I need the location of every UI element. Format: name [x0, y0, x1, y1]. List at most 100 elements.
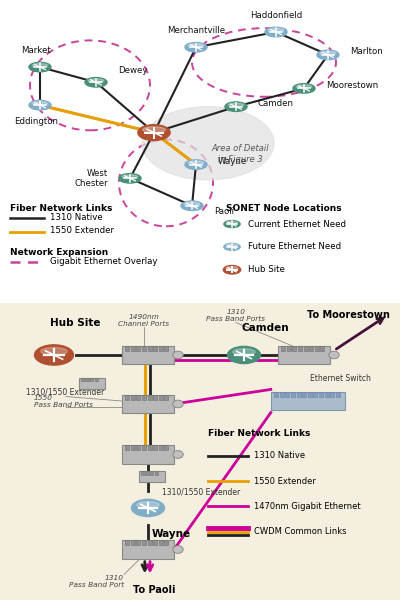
Bar [320, 346, 324, 350]
Ellipse shape [185, 160, 207, 169]
Ellipse shape [88, 79, 104, 82]
Bar [286, 392, 290, 397]
Ellipse shape [132, 499, 164, 517]
Bar [164, 541, 168, 545]
Bar [142, 346, 146, 350]
Bar [319, 392, 323, 397]
Text: Wayne: Wayne [218, 157, 247, 166]
Text: 1490nm
Channel Ports: 1490nm Channel Ports [118, 314, 170, 327]
Text: Future Ethernet Need: Future Ethernet Need [248, 242, 341, 251]
Bar [136, 395, 140, 400]
Text: Paoli: Paoli [214, 208, 234, 217]
Bar [297, 392, 301, 397]
Text: Eddington: Eddington [14, 118, 58, 127]
Text: 1310
Pass Band Ports: 1310 Pass Band Ports [206, 310, 266, 322]
Bar [125, 346, 129, 350]
Ellipse shape [119, 173, 141, 183]
Ellipse shape [296, 85, 312, 88]
Bar [308, 392, 312, 397]
Ellipse shape [29, 62, 51, 72]
Text: 1310/1550 Extender: 1310/1550 Extender [26, 388, 104, 397]
Ellipse shape [188, 161, 204, 164]
Bar [159, 445, 163, 450]
Bar [148, 346, 152, 350]
Text: Haddonfield: Haddonfield [250, 11, 302, 20]
Bar [148, 445, 152, 450]
Bar [125, 541, 129, 545]
Text: Current Ethernet Need: Current Ethernet Need [248, 220, 346, 229]
Bar [291, 392, 295, 397]
Ellipse shape [225, 102, 247, 112]
Text: Hub Site: Hub Site [50, 318, 100, 328]
Bar [298, 346, 302, 350]
Bar [142, 395, 146, 400]
Ellipse shape [184, 202, 200, 206]
Ellipse shape [138, 125, 170, 140]
Bar [153, 541, 157, 545]
Bar [142, 471, 145, 475]
Ellipse shape [41, 347, 67, 355]
Bar [146, 471, 149, 475]
Text: Ethernet Switch: Ethernet Switch [310, 374, 371, 383]
Ellipse shape [265, 27, 287, 37]
Bar [142, 445, 146, 450]
Text: West
Chester: West Chester [74, 169, 108, 188]
Ellipse shape [32, 64, 48, 67]
Circle shape [173, 400, 183, 408]
Ellipse shape [137, 502, 159, 508]
Text: To Moorestown: To Moorestown [307, 310, 390, 320]
Text: 1310/1550 Extender: 1310/1550 Extender [162, 487, 240, 496]
Text: Fiber Network Links: Fiber Network Links [208, 429, 310, 438]
Bar [292, 346, 296, 350]
Ellipse shape [34, 345, 74, 365]
Ellipse shape [224, 221, 240, 227]
Ellipse shape [185, 43, 207, 52]
Text: 1310 Native: 1310 Native [50, 212, 103, 221]
Bar [142, 541, 146, 545]
Text: Wayne: Wayne [152, 529, 191, 539]
Text: Hub Site: Hub Site [248, 265, 285, 274]
Bar [131, 395, 135, 400]
Bar [153, 346, 157, 350]
FancyBboxPatch shape [271, 392, 345, 410]
Text: 1310
Pass Band Port: 1310 Pass Band Port [69, 575, 124, 588]
Bar [131, 445, 135, 450]
Bar [336, 392, 340, 397]
Ellipse shape [268, 28, 284, 32]
Text: Fiber Network Links: Fiber Network Links [10, 204, 112, 213]
Text: Camden: Camden [258, 99, 294, 108]
Ellipse shape [317, 50, 339, 59]
Text: SONET Node Locations: SONET Node Locations [226, 204, 342, 213]
Text: To Paoli: To Paoli [133, 584, 175, 595]
Bar [280, 392, 284, 397]
Ellipse shape [233, 349, 255, 355]
Bar [164, 395, 168, 400]
Bar [95, 377, 98, 381]
Bar [164, 445, 168, 450]
Bar [153, 445, 157, 450]
Ellipse shape [226, 244, 238, 247]
Ellipse shape [85, 77, 107, 87]
Text: Area of Detail
in Figure 3: Area of Detail in Figure 3 [211, 144, 269, 164]
Text: Camden: Camden [242, 323, 290, 332]
Bar [325, 392, 329, 397]
Circle shape [173, 451, 183, 458]
Ellipse shape [320, 52, 336, 55]
Ellipse shape [29, 100, 51, 110]
Text: 1470nm Gigabit Ethernet: 1470nm Gigabit Ethernet [254, 502, 361, 511]
Bar [164, 346, 168, 350]
FancyBboxPatch shape [122, 346, 174, 364]
Bar [309, 346, 313, 350]
Bar [131, 541, 135, 545]
Bar [159, 346, 163, 350]
Text: Marlton: Marlton [350, 47, 383, 56]
Bar [131, 346, 135, 350]
Ellipse shape [188, 44, 204, 47]
Bar [125, 445, 129, 450]
FancyBboxPatch shape [122, 395, 174, 413]
Ellipse shape [224, 244, 240, 250]
Bar [150, 471, 154, 475]
Bar [159, 541, 163, 545]
Bar [304, 346, 308, 350]
Bar [136, 346, 140, 350]
